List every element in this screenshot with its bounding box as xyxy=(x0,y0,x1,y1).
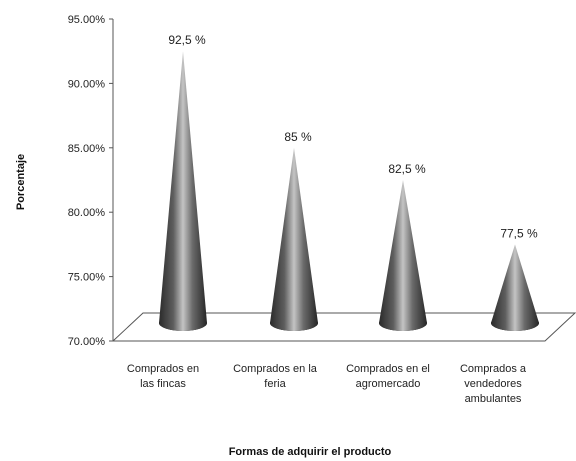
category-label-line: agromercado xyxy=(356,378,421,390)
cone-series xyxy=(159,51,539,331)
data-label: 85 % xyxy=(284,130,312,144)
y-tick-label: 90.00% xyxy=(68,78,106,90)
category-label-line: Comprados a xyxy=(460,363,527,375)
category-label: Comprados a vendedores ambulantes xyxy=(460,363,527,405)
y-tick-label: 80.00% xyxy=(68,207,106,219)
cone-body xyxy=(379,180,427,331)
y-axis-title: Porcentaje xyxy=(15,154,27,210)
category-labels: Comprados en las fincas Comprados en la fer… xyxy=(127,363,527,405)
category-label-line: Comprados en la xyxy=(233,363,318,375)
category-label-line: Comprados en el xyxy=(346,363,430,375)
data-labels: 92,5 % 85 % 82,5 % 77,5 % xyxy=(168,33,538,240)
cone-bar xyxy=(270,147,318,331)
category-label: Comprados en el agromercado xyxy=(346,363,430,390)
category-label: Comprados en las fincas xyxy=(127,363,199,390)
category-label-line: vendedores xyxy=(464,378,522,390)
y-tick-label: 75.00% xyxy=(68,272,106,284)
y-tick-label: 85.00% xyxy=(68,143,106,155)
data-label: 77,5 % xyxy=(500,226,538,240)
x-axis-title: Formas de adquirir el producto xyxy=(229,446,392,458)
category-label-line: ambulantes xyxy=(465,393,522,405)
y-tick-label: 95.00% xyxy=(68,14,106,26)
category-label-line: las fincas xyxy=(140,378,186,390)
category-label-line: feria xyxy=(264,378,286,390)
cone-bar xyxy=(159,51,207,331)
cone-bar xyxy=(379,180,427,331)
category-label: Comprados en la feria xyxy=(233,363,318,390)
y-tick-label: 70.00% xyxy=(68,336,106,348)
category-label-line: Comprados en xyxy=(127,363,199,375)
data-label: 82,5 % xyxy=(388,162,426,176)
cone-bar xyxy=(491,244,539,331)
cone-body xyxy=(159,51,207,331)
cone-body xyxy=(491,244,539,331)
cone-body xyxy=(270,147,318,331)
data-label: 92,5 % xyxy=(168,33,206,47)
y-axis-ticks: 70.00% 75.00% 80.00% 85.00% 90.00% 95.00% xyxy=(68,14,113,348)
